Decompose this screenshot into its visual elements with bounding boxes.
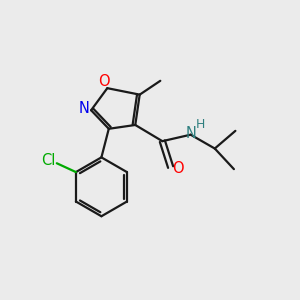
Text: Cl: Cl [41,153,56,168]
Text: N: N [78,101,89,116]
Text: O: O [98,74,110,89]
Text: H: H [195,118,205,131]
Text: O: O [172,161,184,176]
Text: N: N [186,126,197,141]
